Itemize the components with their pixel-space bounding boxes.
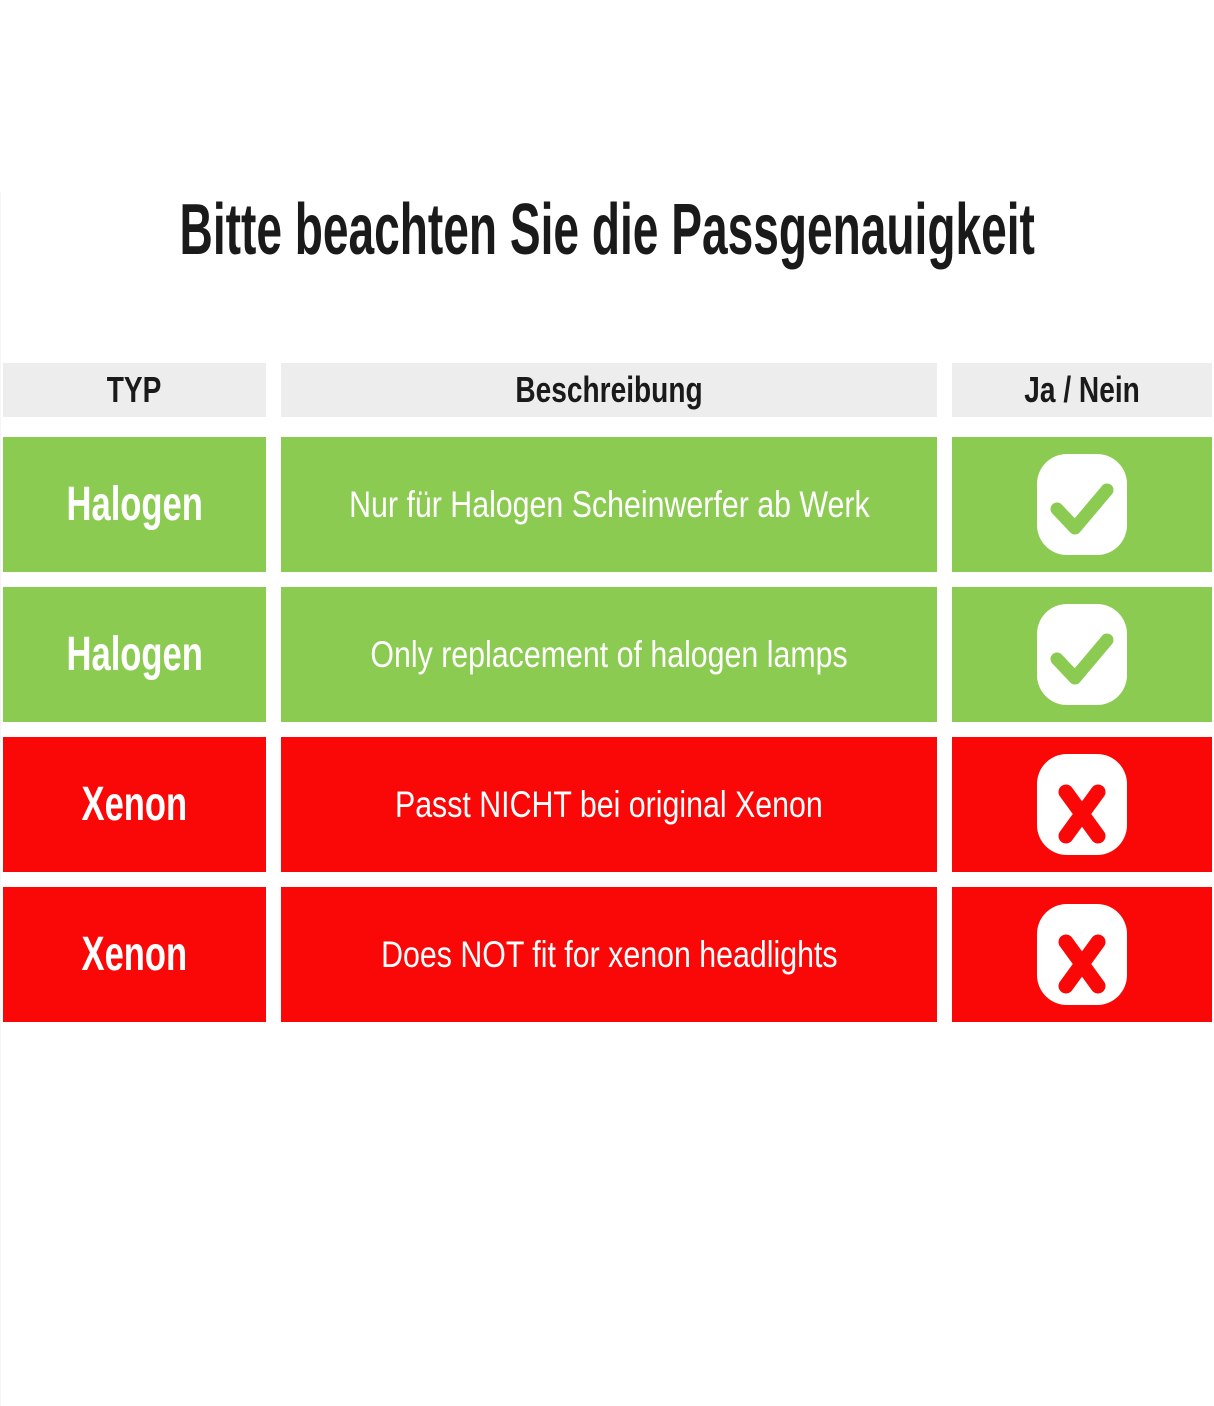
- status-badge: [1037, 754, 1127, 855]
- table-row-xenon-en: Xenon Does NOT fit for xenon headlights: [3, 887, 1212, 1022]
- type-cell: Xenon: [3, 737, 266, 872]
- description-cell: Only replacement of halogen lamps: [281, 587, 937, 722]
- header-label-beschreibung: Beschreibung: [515, 369, 703, 410]
- table-row-halogen-en: Halogen Only replacement of halogen lamp…: [3, 587, 1212, 722]
- type-label: Halogen: [66, 628, 203, 681]
- description-text: Does NOT fit for xenon headlights: [380, 933, 838, 975]
- description-cell: Nur für Halogen Scheinwerfer ab Werk: [281, 437, 937, 572]
- status-cell: [952, 437, 1212, 572]
- description-text: Nur für Halogen Scheinwerfer ab Werk: [348, 483, 870, 525]
- status-badge: [1037, 454, 1127, 555]
- status-cell: [952, 887, 1212, 1022]
- status-badge: [1037, 904, 1127, 1005]
- fitment-table: TYP Beschreibung Ja / Nein Halogen Nur f…: [3, 363, 1212, 1022]
- cross-icon: [1058, 784, 1106, 844]
- table-header-row: TYP Beschreibung Ja / Nein: [3, 363, 1212, 417]
- description-cell: Passt NICHT bei original Xenon: [281, 737, 937, 872]
- type-cell: Halogen: [3, 587, 266, 722]
- table-row-halogen-de: Halogen Nur für Halogen Scheinwerfer ab …: [3, 437, 1212, 572]
- type-cell: Halogen: [3, 437, 266, 572]
- check-icon: [1050, 483, 1114, 535]
- page-title-text: Bitte beachten Sie die Passgenauigkeit: [179, 190, 1036, 270]
- header-cell-beschreibung: Beschreibung: [281, 363, 937, 417]
- page-title: Bitte beachten Sie die Passgenauigkeit: [1, 190, 1214, 270]
- status-cell: [952, 587, 1212, 722]
- type-label: Xenon: [81, 928, 188, 981]
- type-label: Xenon: [81, 778, 188, 831]
- check-icon: [1050, 633, 1114, 685]
- table-row-xenon-de: Xenon Passt NICHT bei original Xenon: [3, 737, 1212, 872]
- header-cell-ja-nein: Ja / Nein: [952, 363, 1212, 417]
- description-text: Passt NICHT bei original Xenon: [395, 783, 823, 825]
- type-cell: Xenon: [3, 887, 266, 1022]
- cross-icon: [1058, 934, 1106, 994]
- header-label-typ: TYP: [107, 369, 162, 410]
- type-label: Halogen: [66, 478, 203, 531]
- description-cell: Does NOT fit for xenon headlights: [281, 887, 937, 1022]
- header-cell-typ: TYP: [3, 363, 266, 417]
- header-label-ja-nein: Ja / Nein: [1024, 369, 1140, 410]
- status-badge: [1037, 604, 1127, 705]
- status-cell: [952, 737, 1212, 872]
- description-text: Only replacement of halogen lamps: [370, 633, 848, 675]
